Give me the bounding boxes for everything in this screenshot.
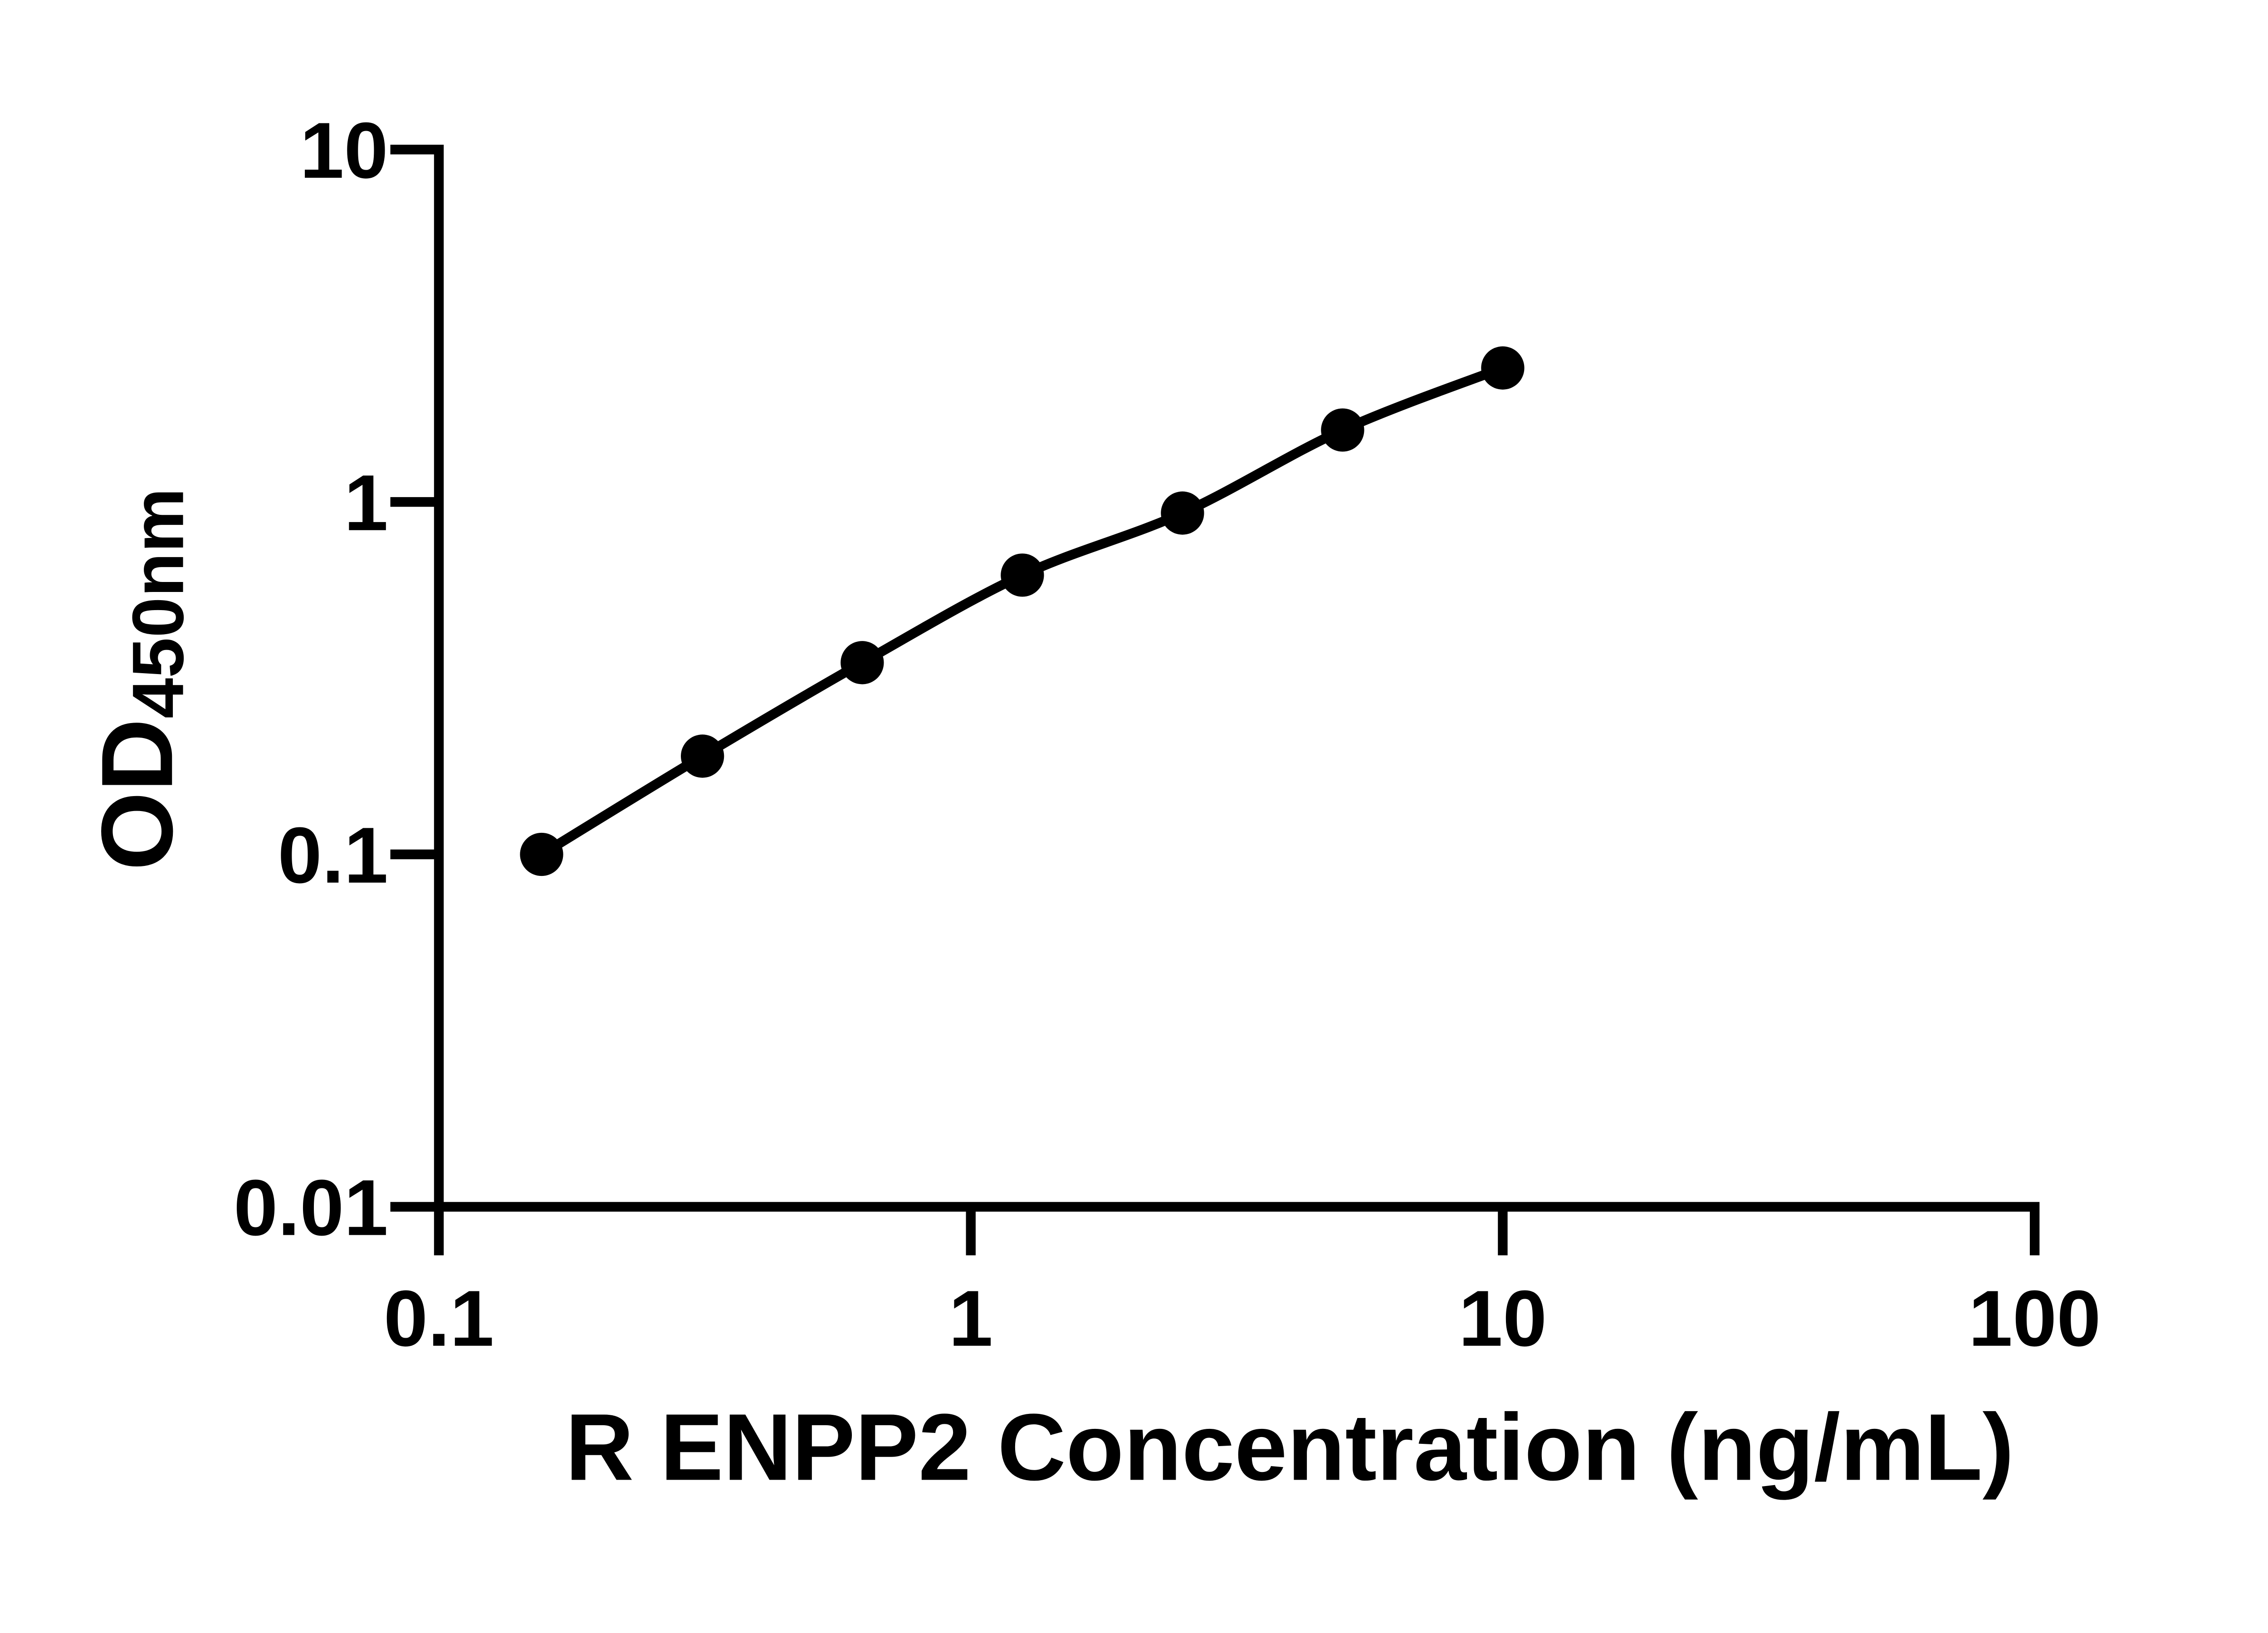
- data-point-marker: [841, 641, 884, 684]
- y-axis-title-subscript: 450nm: [117, 488, 199, 719]
- y-axis-title-main: OD: [81, 719, 194, 870]
- x-axis-tick-label: 100: [1969, 1275, 2101, 1363]
- standard-curve-chart: 0.1 1 10 100 10 1 0.1 0.01 R ENPP2 Concentratio…: [81, 106, 2101, 1501]
- x-axis-title: R ENPP2 Concentration (ng/mL): [565, 1394, 2014, 1500]
- x-axis-tick-label: 10: [1459, 1275, 1547, 1363]
- y-axis-title: OD450nm: [81, 488, 198, 871]
- x-axis-tick-label: 1: [949, 1275, 993, 1363]
- data-point-marker: [1161, 491, 1204, 535]
- y-axis-tick-label: 1: [344, 459, 388, 548]
- y-axis-tick-label: 0.1: [278, 812, 388, 900]
- y-axis-tick-label: 0.01: [234, 1164, 388, 1252]
- elisa-standard-curve-figure: 0.1 1 10 100 10 1 0.1 0.01 R ENPP2 Concentratio…: [81, 106, 2101, 1501]
- y-axis-tick-label: 10: [300, 107, 388, 195]
- data-point-marker: [1001, 553, 1044, 597]
- data-point-marker: [680, 734, 724, 778]
- data-series: [520, 346, 1525, 876]
- x-axis-tick-label: 0.1: [384, 1275, 494, 1363]
- data-point-marker: [1321, 408, 1364, 452]
- axes: [390, 144, 2040, 1256]
- data-point-marker: [520, 832, 563, 876]
- tick-labels: 0.1 1 10 100 10 1 0.1 0.01: [234, 107, 2101, 1363]
- data-point-marker: [1481, 346, 1525, 390]
- axis-lines-and-ticks: [390, 144, 2040, 1256]
